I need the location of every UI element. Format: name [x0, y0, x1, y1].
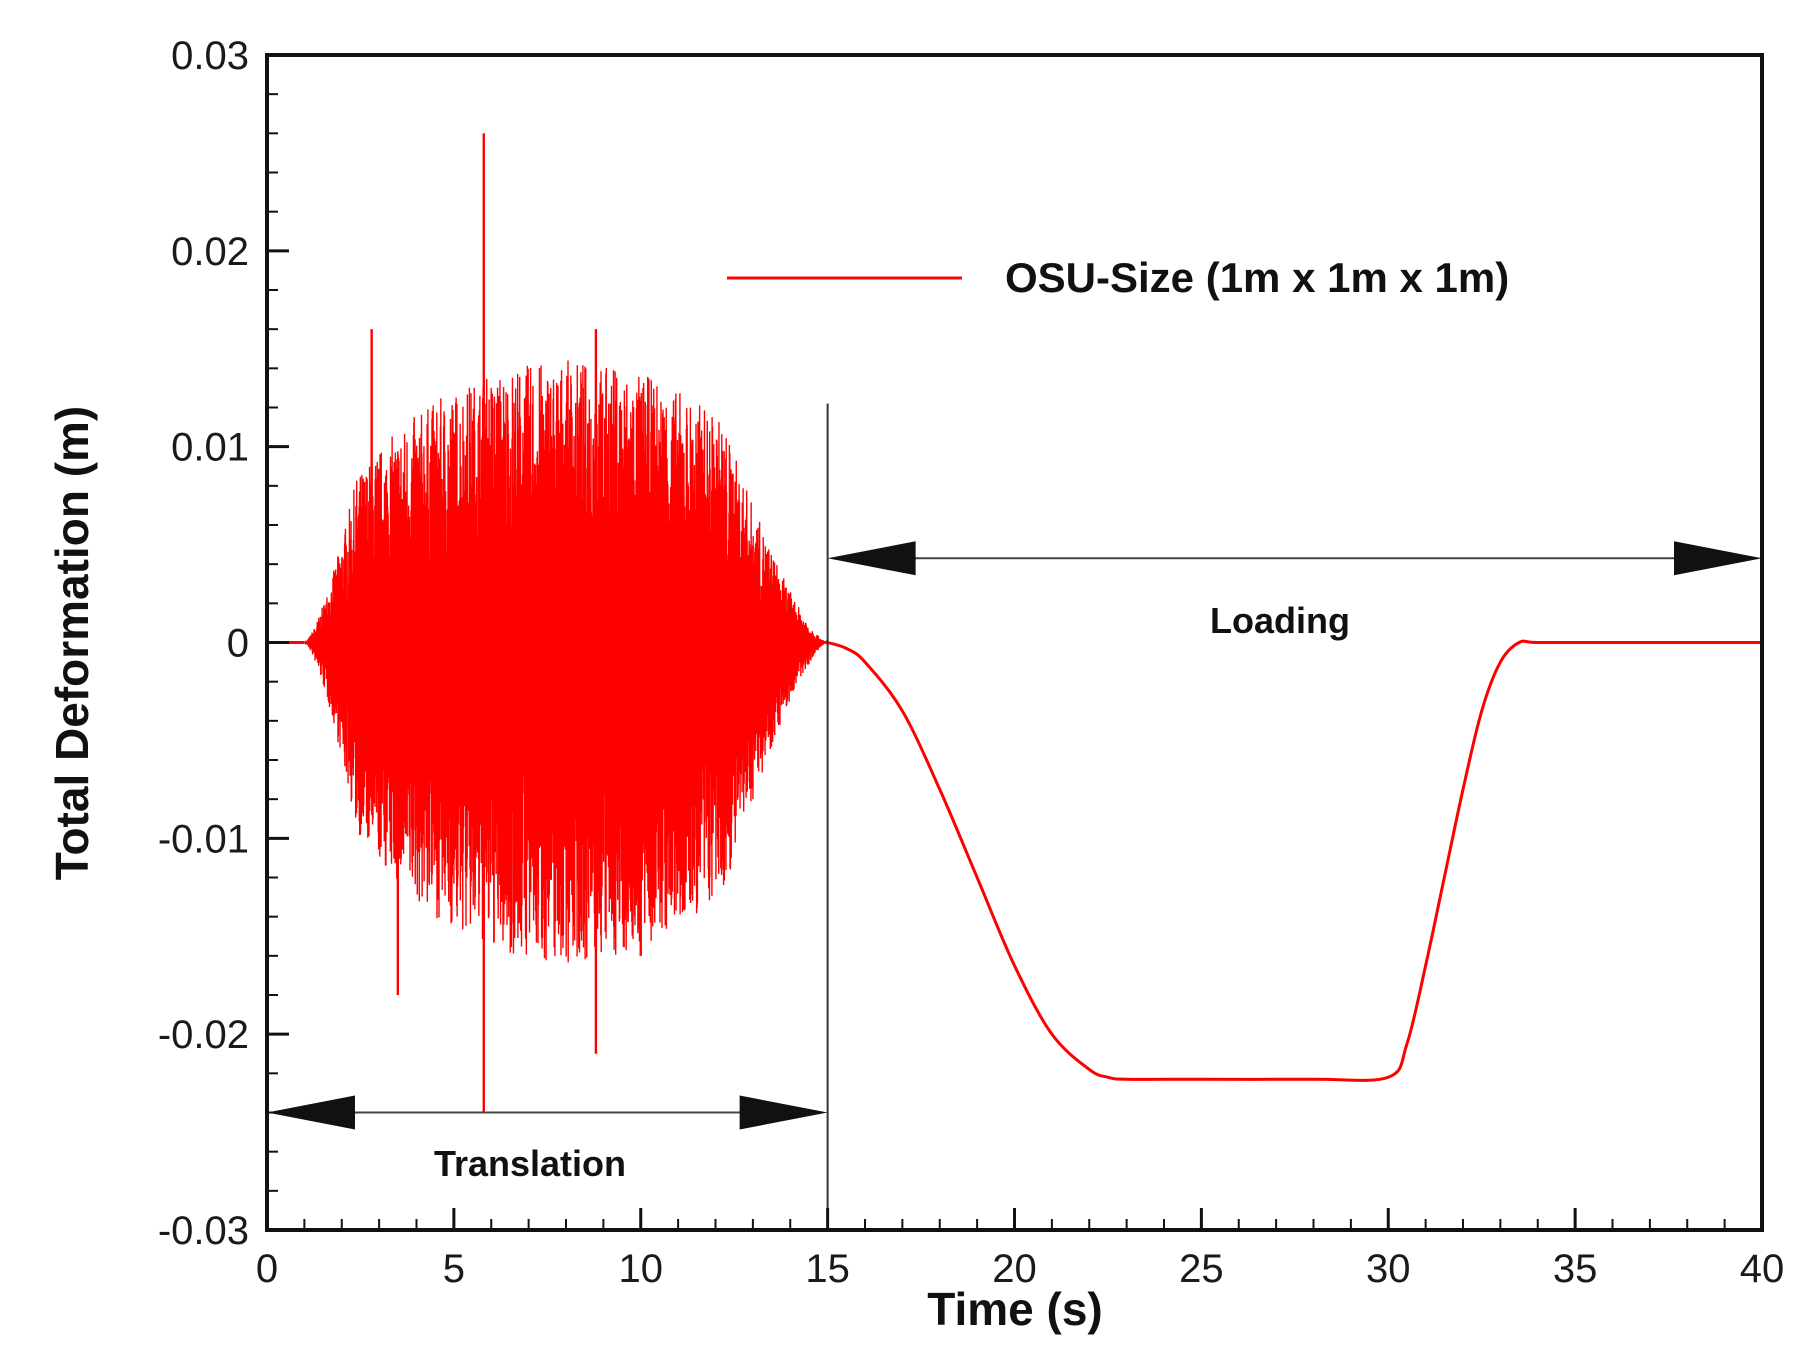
x-tick-label: 20	[992, 1247, 1037, 1291]
x-tick-label: 30	[1366, 1247, 1411, 1291]
legend-label: OSU-Size (1m x 1m x 1m)	[1005, 254, 1509, 301]
axes-layer: 0 5 10 15 20 25 30 35 40 -0.03 -0.02 -0.01 0 0.01 0.02…	[158, 34, 1784, 1291]
y-tick-label: -0.03	[158, 1209, 249, 1253]
x-tick-label: 5	[443, 1247, 465, 1291]
series-translation-oscillation	[304, 360, 828, 963]
y-tick-label: 0	[227, 622, 249, 666]
y-tick-label: 0.03	[171, 34, 249, 78]
translation-arrow-right-head	[739, 1095, 828, 1130]
y-tick-label: 0.02	[171, 230, 249, 274]
translation-arrow	[267, 1095, 828, 1130]
loading-label: Loading	[1210, 600, 1350, 641]
x-tick-label: 40	[1740, 1247, 1785, 1291]
x-axis-title: Time (s)	[927, 1283, 1103, 1335]
annotation-layer	[267, 403, 1762, 1230]
series-loading-curve	[827, 639, 1762, 1082]
translation-label: Translation	[434, 1143, 626, 1184]
y-tick-label: -0.01	[158, 817, 249, 861]
x-tick-label: 0	[256, 1247, 278, 1291]
x-tick-label: 25	[1179, 1247, 1224, 1291]
x-tick-label: 35	[1553, 1247, 1598, 1291]
y-axis-title: Total Deformation (m)	[46, 406, 98, 880]
loading-arrow	[827, 541, 1762, 576]
y-tick-label: 0.01	[171, 426, 249, 470]
loading-arrow-left-head	[827, 541, 916, 576]
loading-arrow-right-head	[1674, 541, 1762, 576]
series-trace-layer	[267, 133, 1762, 1113]
x-tick-label: 15	[805, 1247, 850, 1291]
x-tick-label: 10	[619, 1247, 664, 1291]
y-tick-label: -0.02	[158, 1013, 249, 1057]
translation-arrow-left-head	[267, 1095, 355, 1130]
